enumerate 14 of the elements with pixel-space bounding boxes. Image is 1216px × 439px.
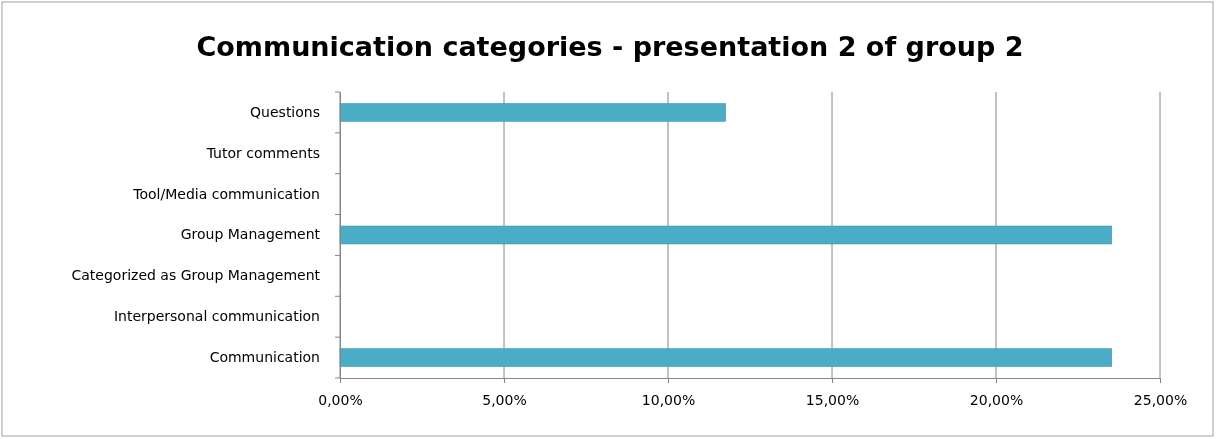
y-tick-label: Questions <box>250 103 320 120</box>
x-tick-label: 15,00% <box>805 391 860 408</box>
x-tick-label: 25,00% <box>1133 391 1188 408</box>
y-tick-label: Group Management <box>180 226 321 243</box>
y-tick-label: Tool/Media communication <box>132 185 320 202</box>
x-tick-label: 0,00% <box>318 391 363 408</box>
y-tick-label: Tutor comments <box>205 144 320 161</box>
x-tick-label: 5,00% <box>482 391 527 408</box>
chart-title: Communication categories - presentation 2 of group 2 <box>196 31 1024 62</box>
y-tick-label: Categorized as Group Management <box>71 267 321 284</box>
x-tick-label: 10,00% <box>641 391 696 408</box>
x-tick-label: 20,00% <box>969 391 1024 408</box>
y-tick-label: Interpersonal communication <box>113 308 320 325</box>
y-tick-label: Communication <box>209 349 320 366</box>
